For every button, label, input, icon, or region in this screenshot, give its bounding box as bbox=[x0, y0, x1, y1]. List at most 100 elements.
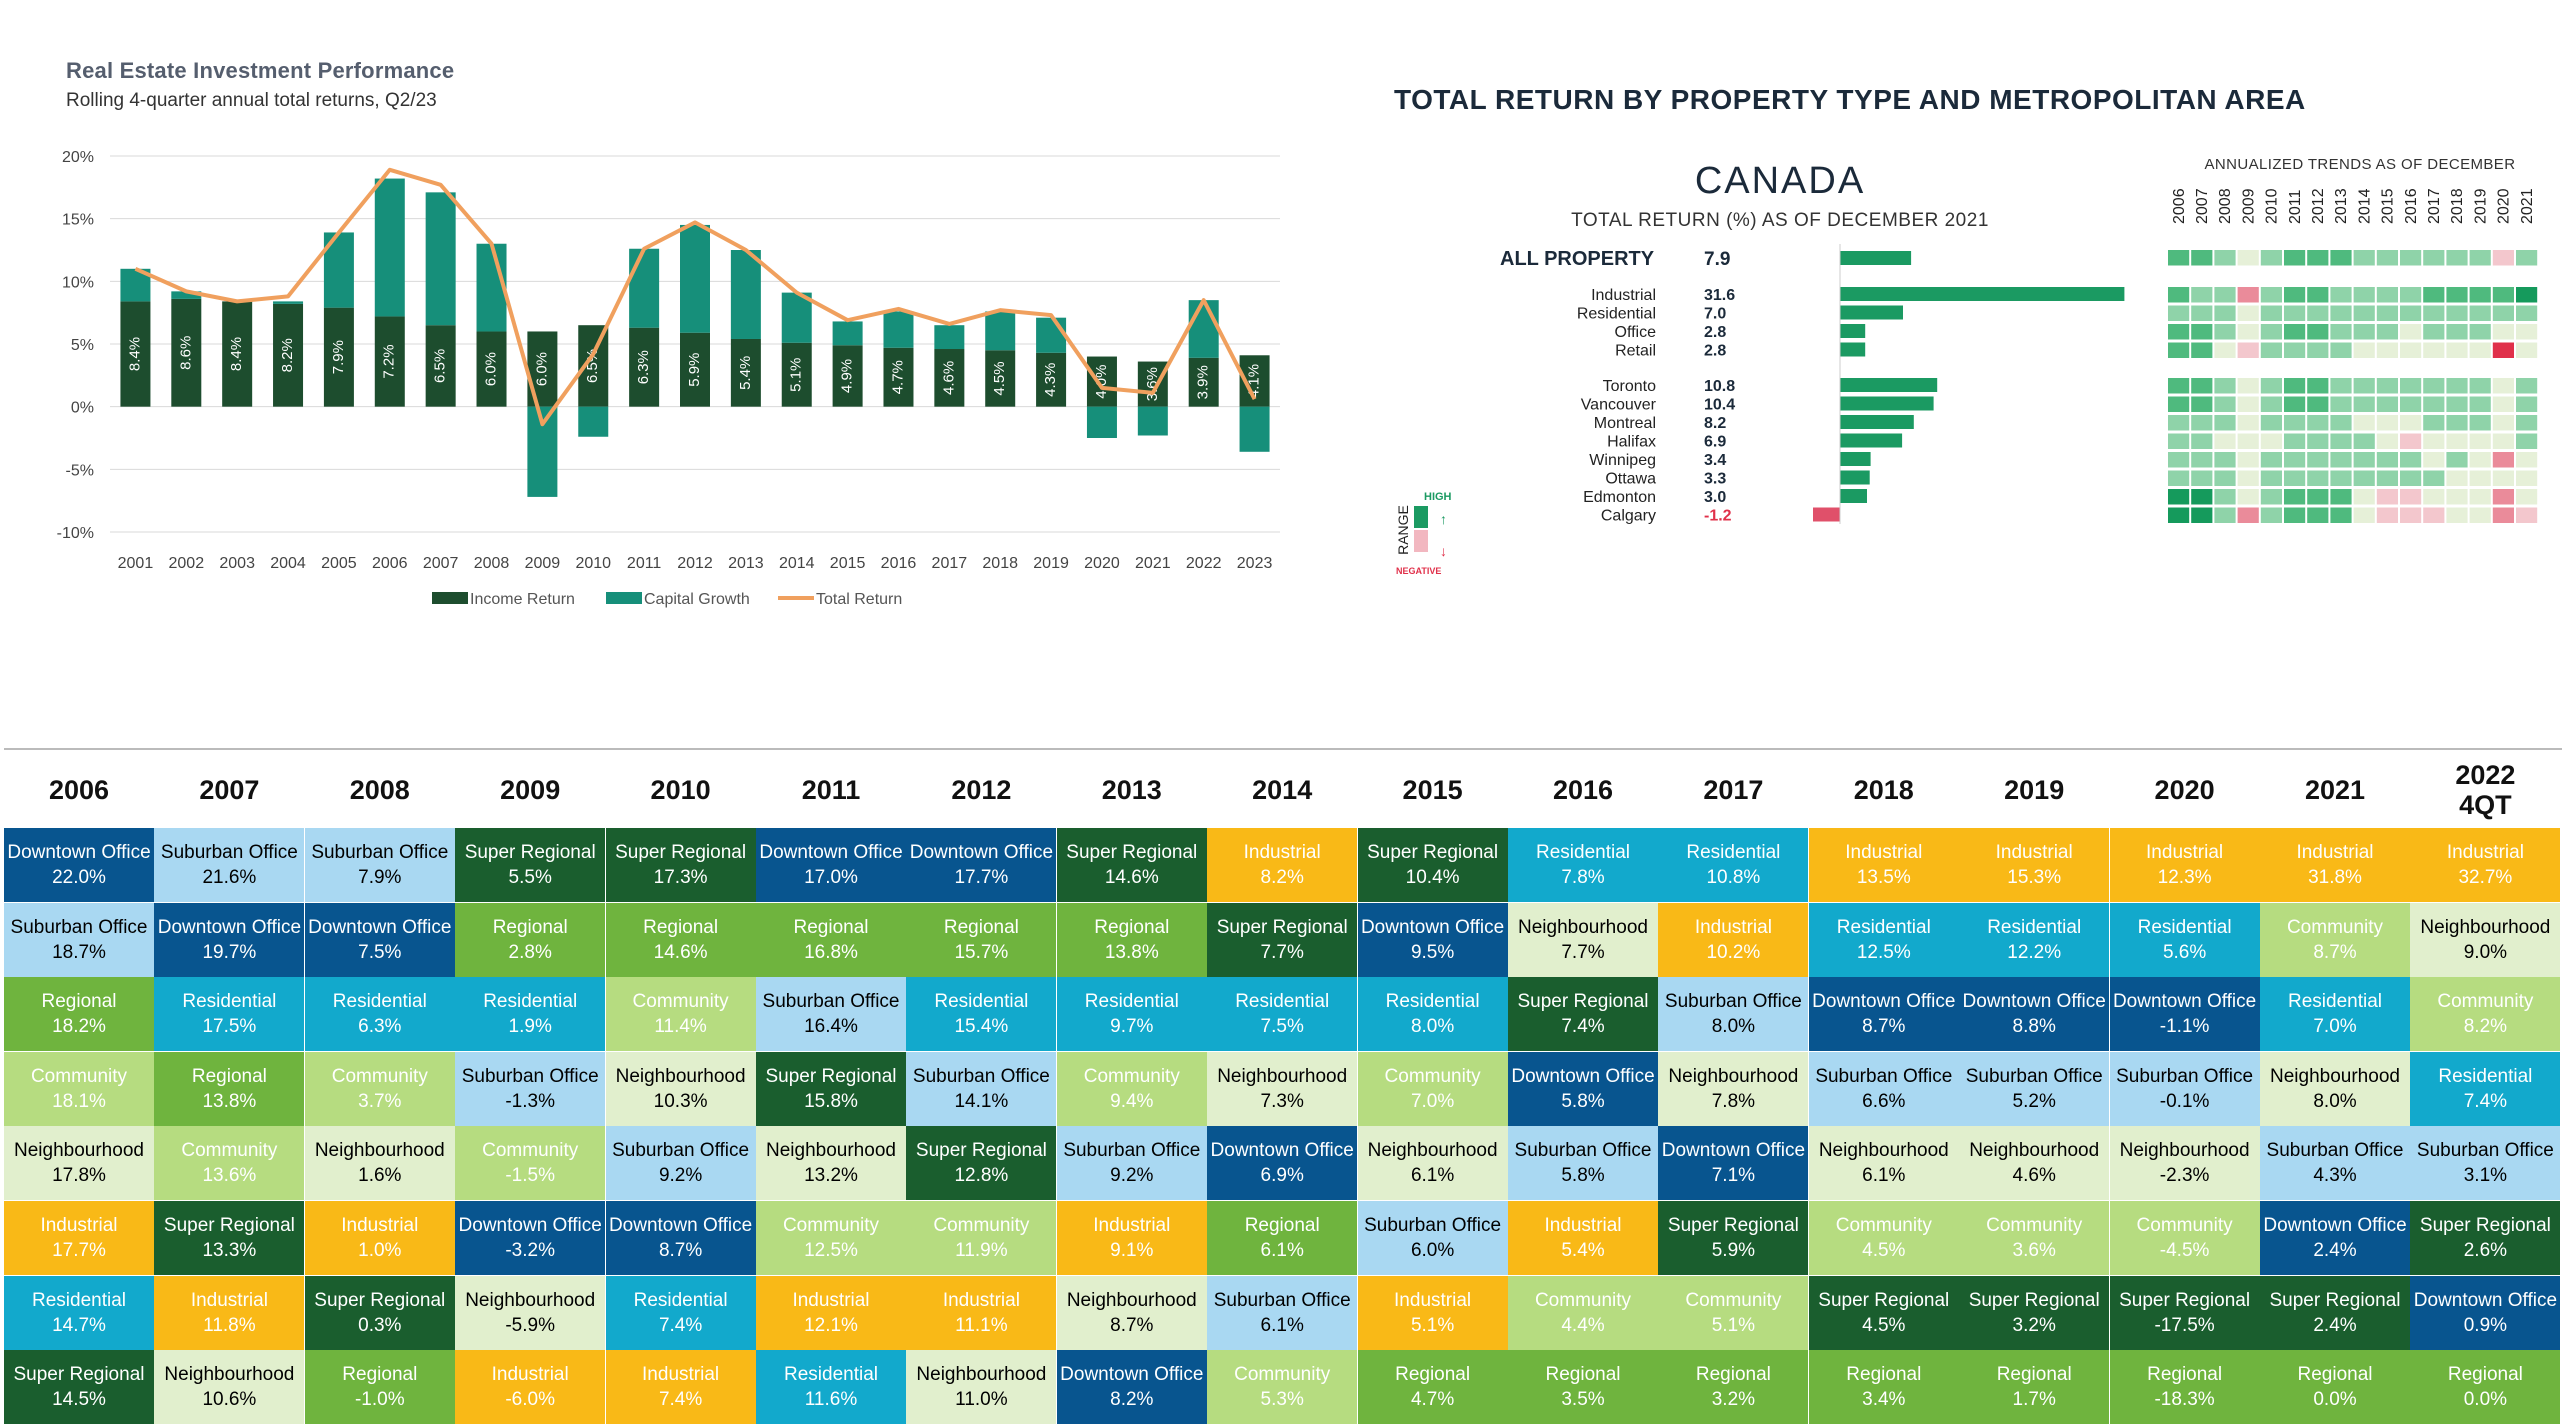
cell-property-type: Neighbourhood bbox=[2270, 1065, 2400, 1087]
cell-return-value: 5.8% bbox=[1561, 1165, 1605, 1187]
y-tick-label: 0% bbox=[71, 400, 94, 417]
cell-property-type: Downtown Office bbox=[1360, 916, 1505, 938]
row-value: 6.9 bbox=[1704, 434, 1726, 451]
table-cell: Industrial 7.4% bbox=[605, 1350, 756, 1424]
cell-return-value: 14.6% bbox=[1104, 867, 1159, 888]
cell-property-type: Suburban Office bbox=[762, 991, 900, 1013]
legend-label: Income Return bbox=[470, 591, 575, 608]
heatmap-cell bbox=[2214, 507, 2236, 523]
heatmap-cell bbox=[2214, 250, 2236, 266]
table-cell: Neighbourhood 6.1% bbox=[1357, 1126, 1508, 1201]
table-cell: Regional -18.3% bbox=[2109, 1350, 2260, 1424]
cell-property-type: Community bbox=[1384, 1065, 1481, 1087]
table-cell: Neighbourhood 4.6% bbox=[1959, 1126, 2110, 1201]
heatmap-cell bbox=[2446, 305, 2468, 321]
year-header: 2008 bbox=[349, 775, 410, 805]
cell-return-value: 7.9% bbox=[358, 867, 402, 888]
row-value: 2.8 bbox=[1704, 343, 1726, 360]
heatmap-cell bbox=[2284, 305, 2306, 321]
heatmap-cell bbox=[2168, 342, 2190, 358]
cell-return-value: 1.7% bbox=[2012, 1389, 2056, 1411]
cell-return-value: 7.1% bbox=[1711, 1165, 1756, 1187]
heatmap-cell bbox=[2353, 507, 2375, 523]
cell-return-value: 8.7% bbox=[1110, 1314, 1154, 1336]
bar-label: 8.4% bbox=[126, 337, 143, 371]
y-tick-label: -5% bbox=[66, 462, 94, 479]
heatmap-cell bbox=[2469, 489, 2491, 505]
cell-return-value: 12.2% bbox=[2007, 941, 2062, 963]
table-cell: Regional 16.8% bbox=[756, 902, 906, 977]
heatmap-cell bbox=[2284, 287, 2306, 303]
table-cell: Downtown Office 8.7% bbox=[1808, 977, 1959, 1052]
cell-return-value: 6.6% bbox=[1862, 1090, 1906, 1112]
heatmap-cell bbox=[2353, 342, 2375, 358]
cell-property-type: Super Regional bbox=[615, 842, 747, 863]
table-cell: Neighbourhood 7.3% bbox=[1207, 1051, 1358, 1126]
table-cell: Community 18.1% bbox=[4, 1051, 154, 1126]
cell-return-value: 8.2% bbox=[1110, 1389, 1154, 1411]
heatmap-cell bbox=[2284, 250, 2306, 266]
value-bar bbox=[1840, 470, 1870, 485]
capital-bar bbox=[730, 250, 761, 339]
cell-return-value: 2.6% bbox=[2463, 1240, 2508, 1261]
table-cell: Community 3.7% bbox=[304, 1051, 455, 1126]
table-cell: Industrial 12.1% bbox=[756, 1275, 906, 1350]
cell-return-value: 7.4% bbox=[1561, 1016, 1605, 1038]
heatmap-cell bbox=[2214, 342, 2236, 358]
heatmap-cell bbox=[2469, 396, 2491, 412]
capital-bar bbox=[680, 224, 710, 333]
capital-bar bbox=[781, 292, 812, 343]
legend-label: Capital Growth bbox=[644, 591, 750, 608]
cell-return-value: 7.8% bbox=[1561, 867, 1605, 888]
row-label: Halifax bbox=[1607, 434, 1656, 451]
table-cell: Industrial 11.1% bbox=[906, 1275, 1057, 1350]
cell-property-type: Super Regional bbox=[1517, 991, 1649, 1013]
cell-property-type: Residential bbox=[1084, 991, 1179, 1013]
cell-property-type: Industrial bbox=[341, 1215, 419, 1236]
table-cell: Neighbourhood 13.2% bbox=[756, 1126, 906, 1201]
cell-return-value: 5.5% bbox=[508, 867, 552, 888]
cell-property-type: Industrial bbox=[642, 1364, 720, 1386]
arrow-down-icon: ↓ bbox=[1440, 543, 1447, 559]
heatmap-cell bbox=[2191, 470, 2213, 486]
table-cell: Neighbourhood 10.6% bbox=[154, 1350, 305, 1424]
cell-return-value: 5.6% bbox=[2162, 941, 2207, 963]
heatmap-cell bbox=[2516, 287, 2538, 303]
cell-property-type: Residential bbox=[483, 991, 578, 1013]
income-bar bbox=[680, 332, 710, 407]
heatmap-cell bbox=[2469, 452, 2491, 468]
cell-return-value: 5.4% bbox=[1561, 1240, 1605, 1261]
cell-return-value: -0.1% bbox=[2159, 1090, 2210, 1112]
table-cell: Community 4.5% bbox=[1808, 1201, 1959, 1275]
legend-swatch bbox=[606, 592, 642, 604]
cell-return-value: 5.8% bbox=[1561, 1090, 1605, 1112]
cell-return-value: 6.1% bbox=[1862, 1165, 1906, 1187]
value-bar bbox=[1840, 378, 1938, 392]
x-tick-label: 2003 bbox=[219, 555, 255, 572]
cell-property-type: Neighbourhood bbox=[615, 1065, 746, 1087]
heatmap-cell bbox=[2214, 470, 2236, 486]
cell-property-type: Regional bbox=[643, 916, 719, 938]
capital-bar bbox=[425, 192, 456, 326]
heatmap-cell bbox=[2330, 489, 2352, 505]
heatmap-cell bbox=[2423, 452, 2445, 468]
total-return-line bbox=[134, 167, 1257, 427]
cell-property-type: Super Regional bbox=[1216, 916, 1348, 938]
y-tick-label: 10% bbox=[62, 274, 94, 291]
cell-return-value: 13.5% bbox=[1856, 867, 1911, 888]
heatmap-cell bbox=[2191, 324, 2213, 340]
table-cell: Super Regional 2.4% bbox=[2260, 1275, 2410, 1350]
cell-property-type: Neighbourhood bbox=[1066, 1289, 1197, 1311]
cell-return-value: 4.4% bbox=[1561, 1314, 1605, 1336]
table-cell: Neighbourhood -5.9% bbox=[455, 1275, 606, 1350]
heatmap-cell bbox=[2516, 324, 2538, 340]
cell-return-value: 4.6% bbox=[2012, 1165, 2056, 1187]
heatmap-cell bbox=[2168, 489, 2190, 505]
cell-return-value: 13.2% bbox=[804, 1165, 858, 1187]
cell-return-value: 0.0% bbox=[2463, 1389, 2508, 1411]
cell-return-value: 7.4% bbox=[658, 1389, 703, 1411]
x-tick-label: 2023 bbox=[1237, 555, 1273, 572]
cell-property-type: Suburban Office bbox=[1213, 1289, 1351, 1311]
cell-return-value: 21.6% bbox=[202, 867, 257, 888]
bar-label: 5.4% bbox=[737, 356, 754, 390]
